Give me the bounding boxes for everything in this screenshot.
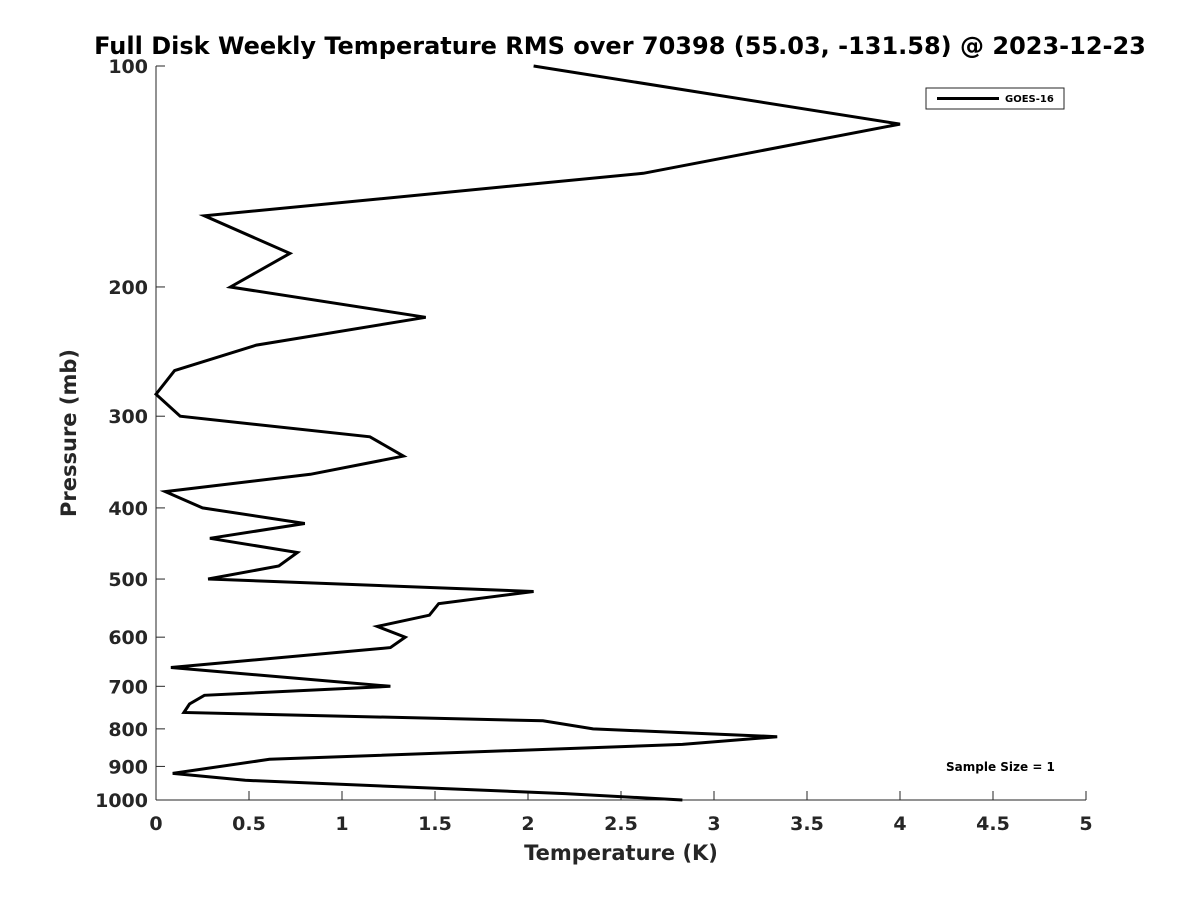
y-tick-label: 800: [108, 719, 148, 741]
x-axis-ticks: 0 0.5 1 1.5 2 2.5 3 3.5 4 4.5 5: [149, 791, 1093, 835]
x-axis-label: Temperature (K): [524, 841, 718, 865]
y-tick-label: 700: [108, 676, 148, 698]
x-tick-label: 1: [335, 813, 348, 835]
x-tick-label: 3: [707, 813, 720, 835]
y-axis-label: Pressure (mb): [57, 349, 81, 517]
x-tick-label: 4.5: [976, 813, 1010, 835]
x-tick-label: 1.5: [418, 813, 452, 835]
series-line-goes16: [153, 64, 901, 802]
series-layer: [153, 64, 901, 802]
y-tick-label: 400: [108, 498, 148, 520]
y-tick-label: 300: [108, 406, 148, 428]
y-tick-label: 1000: [95, 790, 148, 812]
x-tick-label: 2: [521, 813, 534, 835]
x-tick-label: 2.5: [604, 813, 638, 835]
chart-title: Full Disk Weekly Temperature RMS over 70…: [94, 32, 1146, 60]
legend-entry-goes16: GOES-16: [1005, 94, 1054, 105]
y-tick-label: 600: [108, 627, 148, 649]
sample-size-annotation: Sample Size = 1: [946, 760, 1055, 774]
y-axis-ticks: 100 200 300 400 500 600 700 800 900 1000: [95, 56, 165, 812]
legend: GOES-16: [925, 87, 1065, 110]
y-tick-label: 900: [108, 756, 148, 778]
y-tick-label: 100: [108, 56, 148, 78]
x-tick-label: 3.5: [790, 813, 824, 835]
x-tick-label: 4: [893, 813, 906, 835]
x-tick-label: 0.5: [232, 813, 266, 835]
y-tick-label: 200: [108, 277, 148, 299]
y-tick-label: 500: [108, 569, 148, 591]
x-tick-label: 0: [149, 813, 162, 835]
x-tick-label: 5: [1079, 813, 1092, 835]
